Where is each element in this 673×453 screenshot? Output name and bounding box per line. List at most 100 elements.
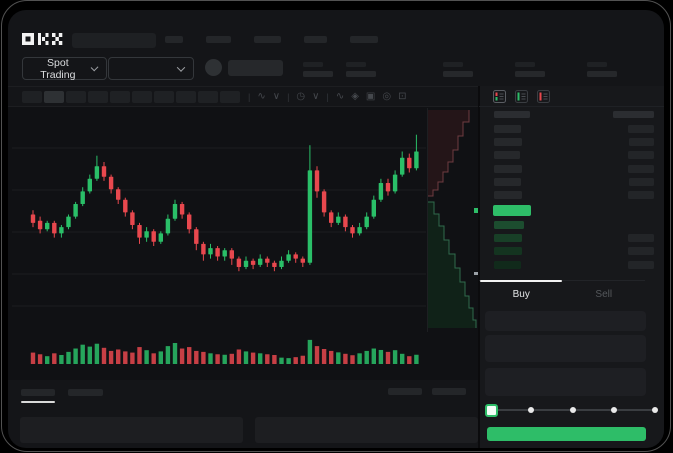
top-navbar (8, 18, 664, 50)
ask-row-4[interactable] (494, 177, 654, 186)
ask-amount-placeholder (628, 151, 654, 160)
pair-dropdown[interactable] (108, 57, 194, 80)
bottom-tab-1[interactable] (68, 389, 103, 396)
last-price-block[interactable] (493, 205, 531, 216)
buy-sell-tabs: Buy Sell (480, 284, 645, 304)
bid-price-placeholder (494, 221, 524, 229)
bid-amount-placeholder (628, 260, 654, 269)
ask-row-2[interactable] (494, 151, 654, 160)
ask-row-5[interactable] (494, 191, 654, 199)
ask-price-placeholder (494, 125, 521, 133)
slider-stop-3[interactable] (610, 407, 617, 413)
timeframe-button-2[interactable] (66, 90, 86, 103)
bottom-action-1[interactable] (432, 388, 466, 395)
ask-price-placeholder (494, 177, 521, 186)
bottom-row-placeholder-1 (255, 417, 478, 443)
indicators-chevron-icon[interactable]: ∨ (272, 90, 281, 102)
ask-price-placeholder (494, 138, 522, 147)
ticker-stat-4 (587, 62, 617, 77)
stat-label-placeholder (346, 62, 366, 67)
candlestick-chart[interactable] (12, 108, 426, 334)
bid-row-1[interactable] (494, 234, 654, 243)
bid-row-0[interactable] (494, 221, 654, 229)
ticker-stat-1 (346, 62, 376, 77)
interval-chevron-icon[interactable]: ∨ (312, 90, 320, 102)
timeframe-button-1[interactable] (44, 90, 64, 103)
ask-amount-placeholder (628, 191, 654, 199)
divider: | (287, 91, 290, 102)
nav-item-placeholder-3[interactable] (304, 36, 327, 43)
timeframe-button-7[interactable] (176, 90, 196, 103)
bottom-tab-0[interactable] (21, 389, 55, 396)
timeframe-button-3[interactable] (88, 90, 108, 103)
orderbook-combined-icon[interactable] (493, 90, 506, 103)
nav-item-placeholder-0[interactable] (165, 36, 183, 43)
fullscreen-icon[interactable]: ⊡ (398, 90, 407, 102)
timeframe-button-9[interactable] (220, 90, 240, 103)
bid-amount-placeholder (628, 234, 654, 243)
bid-row-3[interactable] (494, 260, 654, 269)
bid-price-placeholder (494, 234, 522, 243)
compare-icon[interactable]: ◈ (351, 90, 359, 102)
nav-item-placeholder-4[interactable] (350, 36, 378, 43)
interval-icon[interactable]: ◷ (296, 90, 306, 102)
timeframe-button-6[interactable] (154, 90, 174, 103)
chart-toolbar: | ∿ ∨ | ◷ ∨ | ∿ ◈ ▣ ◎ ⊡ (22, 90, 406, 103)
divider (479, 106, 664, 107)
bottom-action-0[interactable] (388, 388, 422, 395)
order-input-2[interactable] (485, 368, 646, 396)
market-type-dropdown[interactable]: Spot Trading (22, 57, 107, 81)
okx-logo-icon (22, 33, 63, 45)
order-book-panel (479, 86, 664, 288)
indicators-icon[interactable]: ∿ (257, 90, 266, 102)
okx-logo[interactable] (22, 32, 66, 46)
chart-tool-icons: | ∿ ∨ | ◷ ∨ | ∿ ◈ ▣ ◎ ⊡ (248, 91, 406, 103)
stat-value-placeholder (346, 71, 376, 77)
bid-row-2[interactable] (494, 247, 654, 256)
orderbook-header-price-placeholder (494, 111, 530, 118)
tab-buy[interactable]: Buy (512, 288, 530, 300)
ask-row-3[interactable] (494, 164, 654, 173)
ticker-stat-2 (443, 62, 473, 77)
stat-label-placeholder (587, 62, 607, 67)
bottom-row-placeholder-0 (20, 417, 243, 443)
stat-value-placeholder (587, 71, 617, 77)
orderbook-bids-only-icon[interactable] (515, 90, 528, 103)
stat-label-placeholder (515, 62, 535, 67)
stat-value-placeholder (515, 71, 545, 77)
price-placeholder (228, 60, 283, 76)
bid-price-placeholder (494, 260, 521, 269)
tab-sell[interactable]: Sell (595, 288, 613, 300)
bid-amount-placeholder (628, 247, 654, 256)
chevron-down-icon (176, 62, 186, 72)
settings-icon[interactable]: ◎ (382, 90, 392, 102)
nav-item-placeholder-1[interactable] (206, 36, 231, 43)
tab-divider (479, 280, 645, 281)
timeframe-button-5[interactable] (132, 90, 152, 103)
nav-menu (165, 36, 378, 43)
stat-label-placeholder (303, 62, 323, 67)
order-input-0[interactable] (485, 311, 646, 331)
ask-row-1[interactable] (494, 138, 654, 147)
orderbook-asks-only-icon[interactable] (537, 90, 550, 103)
slider-stop-4[interactable] (652, 407, 658, 413)
trade-panel: Buy Sell (479, 280, 664, 448)
ask-amount-placeholder (628, 125, 654, 133)
nav-item-placeholder-2[interactable] (254, 36, 281, 43)
timeframe-button-8[interactable] (198, 90, 218, 103)
slider-stop-2[interactable] (569, 407, 576, 413)
line-type-icon[interactable]: ∿ (335, 90, 345, 102)
stat-value-placeholder (303, 71, 333, 77)
buy-submit-button[interactable] (487, 427, 646, 441)
slider-handle[interactable] (485, 404, 498, 417)
ask-row-0[interactable] (494, 125, 654, 133)
ask-amount-placeholder (628, 164, 654, 173)
timeframe-button-4[interactable] (110, 90, 130, 103)
slider-stop-1[interactable] (528, 407, 535, 413)
search-input[interactable] (72, 33, 156, 48)
divider (8, 106, 478, 107)
screenshot-icon[interactable]: ▣ (365, 90, 376, 102)
order-input-1[interactable] (485, 335, 646, 362)
timeframe-button-0[interactable] (22, 90, 42, 103)
